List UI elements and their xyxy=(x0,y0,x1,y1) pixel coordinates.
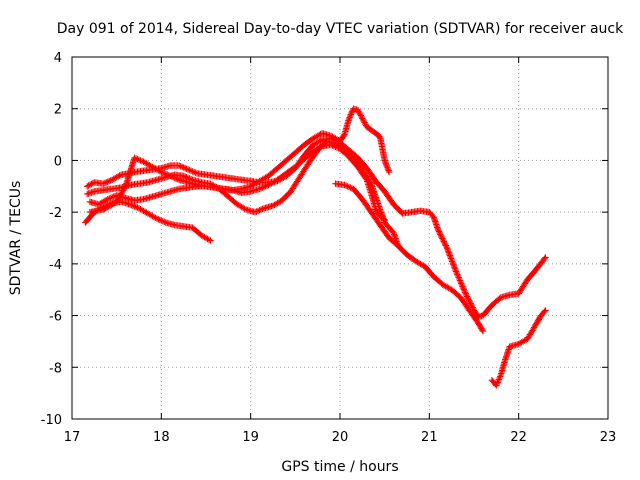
y-tick-label: -2 xyxy=(49,206,62,221)
grid-lines xyxy=(72,57,608,419)
x-axis-label: GPS time / hours xyxy=(281,459,398,475)
marker-trace xyxy=(84,135,549,321)
x-tick-label: 23 xyxy=(600,430,617,445)
x-tick-label: 20 xyxy=(332,430,349,445)
y-tick-label: -6 xyxy=(49,310,62,325)
y-tick-label: 4 xyxy=(54,51,62,66)
x-tick-label: 19 xyxy=(242,430,259,445)
series-trace-5 xyxy=(86,141,388,224)
marker-trace xyxy=(86,141,388,224)
y-tick-label: -10 xyxy=(41,413,62,428)
marker-trace xyxy=(82,198,214,244)
chart-title: Day 091 of 2014, Sidereal Day-to-day VTE… xyxy=(57,21,624,37)
y-tick-label: 0 xyxy=(54,154,62,169)
y-axis-label: SDTVAR / TECUs xyxy=(8,181,24,296)
series-trace-6 xyxy=(332,180,487,335)
y-tick-label: -8 xyxy=(49,361,62,376)
series-trace-1 xyxy=(84,135,549,321)
x-tick-label: 18 xyxy=(153,430,170,445)
marker-trace xyxy=(332,180,487,335)
series-group xyxy=(82,105,549,389)
y-tick-label: -4 xyxy=(49,258,62,273)
series-trace-7 xyxy=(488,307,549,389)
marker-trace xyxy=(488,307,549,389)
x-tick-label: 21 xyxy=(421,430,438,445)
series-trace-4 xyxy=(82,198,214,244)
y-tick-label: 2 xyxy=(54,103,62,118)
plot-frame xyxy=(71,56,609,420)
x-tick-label: 17 xyxy=(64,430,81,445)
x-tick-label: 22 xyxy=(510,430,527,445)
